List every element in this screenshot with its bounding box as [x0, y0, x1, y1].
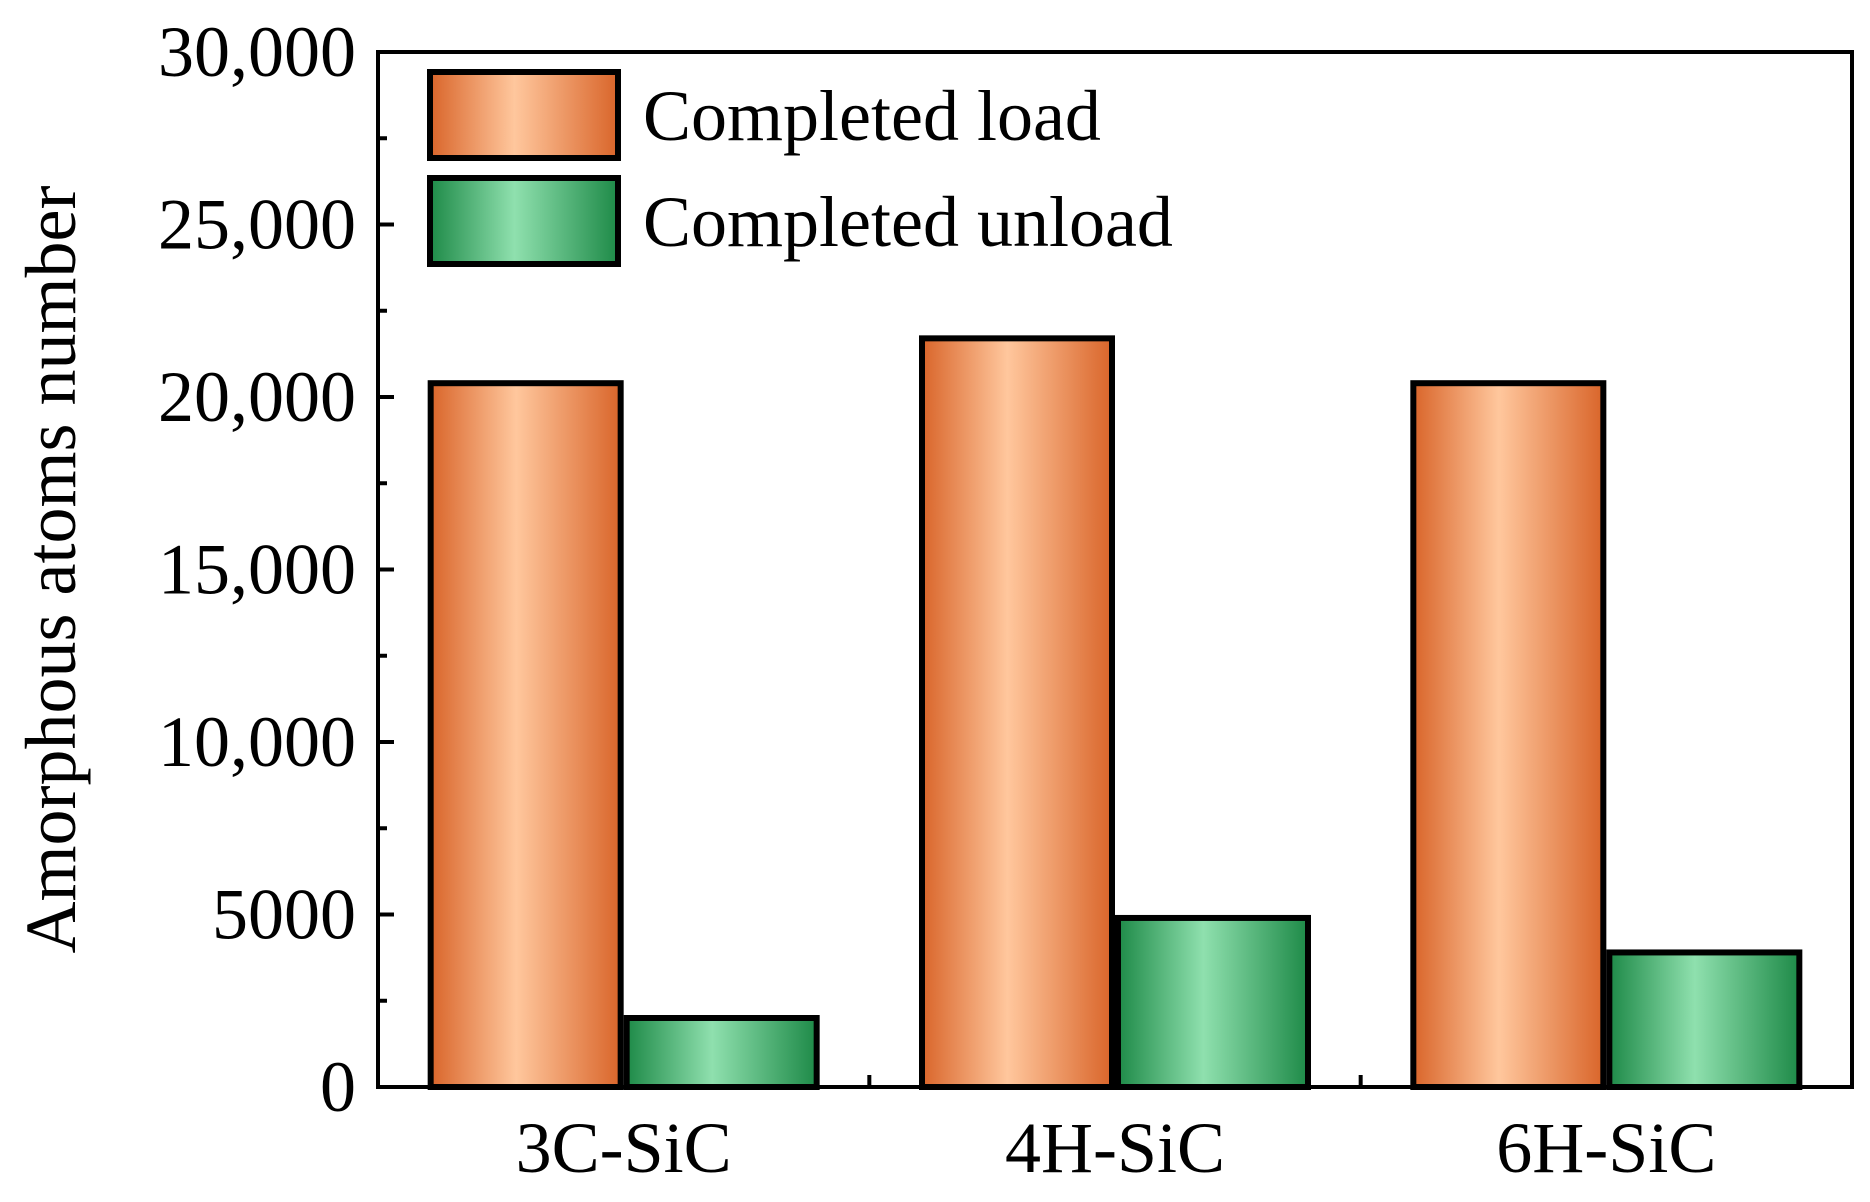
y-axis-label: Amorphous atoms number — [11, 186, 91, 954]
y-tick-labels: 0 5000 10,000 15,000 20,000 25,000 30,000 — [158, 12, 356, 1127]
y-tick-label: 5000 — [212, 875, 356, 955]
bars-layer — [427, 335, 1803, 1091]
y-tick-label: 0 — [320, 1047, 356, 1127]
bar-completed-load-4h-sic — [919, 335, 1115, 1091]
bar-completed-unload-6h-sic — [1606, 949, 1803, 1091]
x-tick-labels: 3C-SiC 4H-SiC 6H-SiC — [516, 1108, 1717, 1188]
x-category-label: 4H-SiC — [1005, 1108, 1225, 1188]
legend-swatch — [427, 175, 621, 267]
legend-swatch — [427, 69, 621, 161]
bar-completed-unload-4h-sic — [1115, 914, 1311, 1091]
legend: Completed load Completed unload — [427, 69, 1173, 267]
y-tick-label: 15,000 — [158, 530, 356, 610]
legend-label: Completed load — [643, 76, 1101, 156]
y-tick-label: 10,000 — [158, 702, 356, 782]
legend-label: Completed unload — [643, 182, 1173, 262]
y-tick-label: 25,000 — [158, 185, 356, 265]
bar-completed-unload-3c-sic — [623, 1015, 820, 1090]
y-tick-label: 20,000 — [158, 357, 356, 437]
bar-completed-load-6h-sic — [1410, 380, 1607, 1090]
x-category-label: 3C-SiC — [516, 1108, 732, 1188]
bar-completed-load-3c-sic — [427, 380, 624, 1090]
y-tick-label: 30,000 — [158, 12, 356, 92]
ticks-layer — [378, 50, 1363, 1089]
x-category-label: 6H-SiC — [1496, 1108, 1716, 1188]
